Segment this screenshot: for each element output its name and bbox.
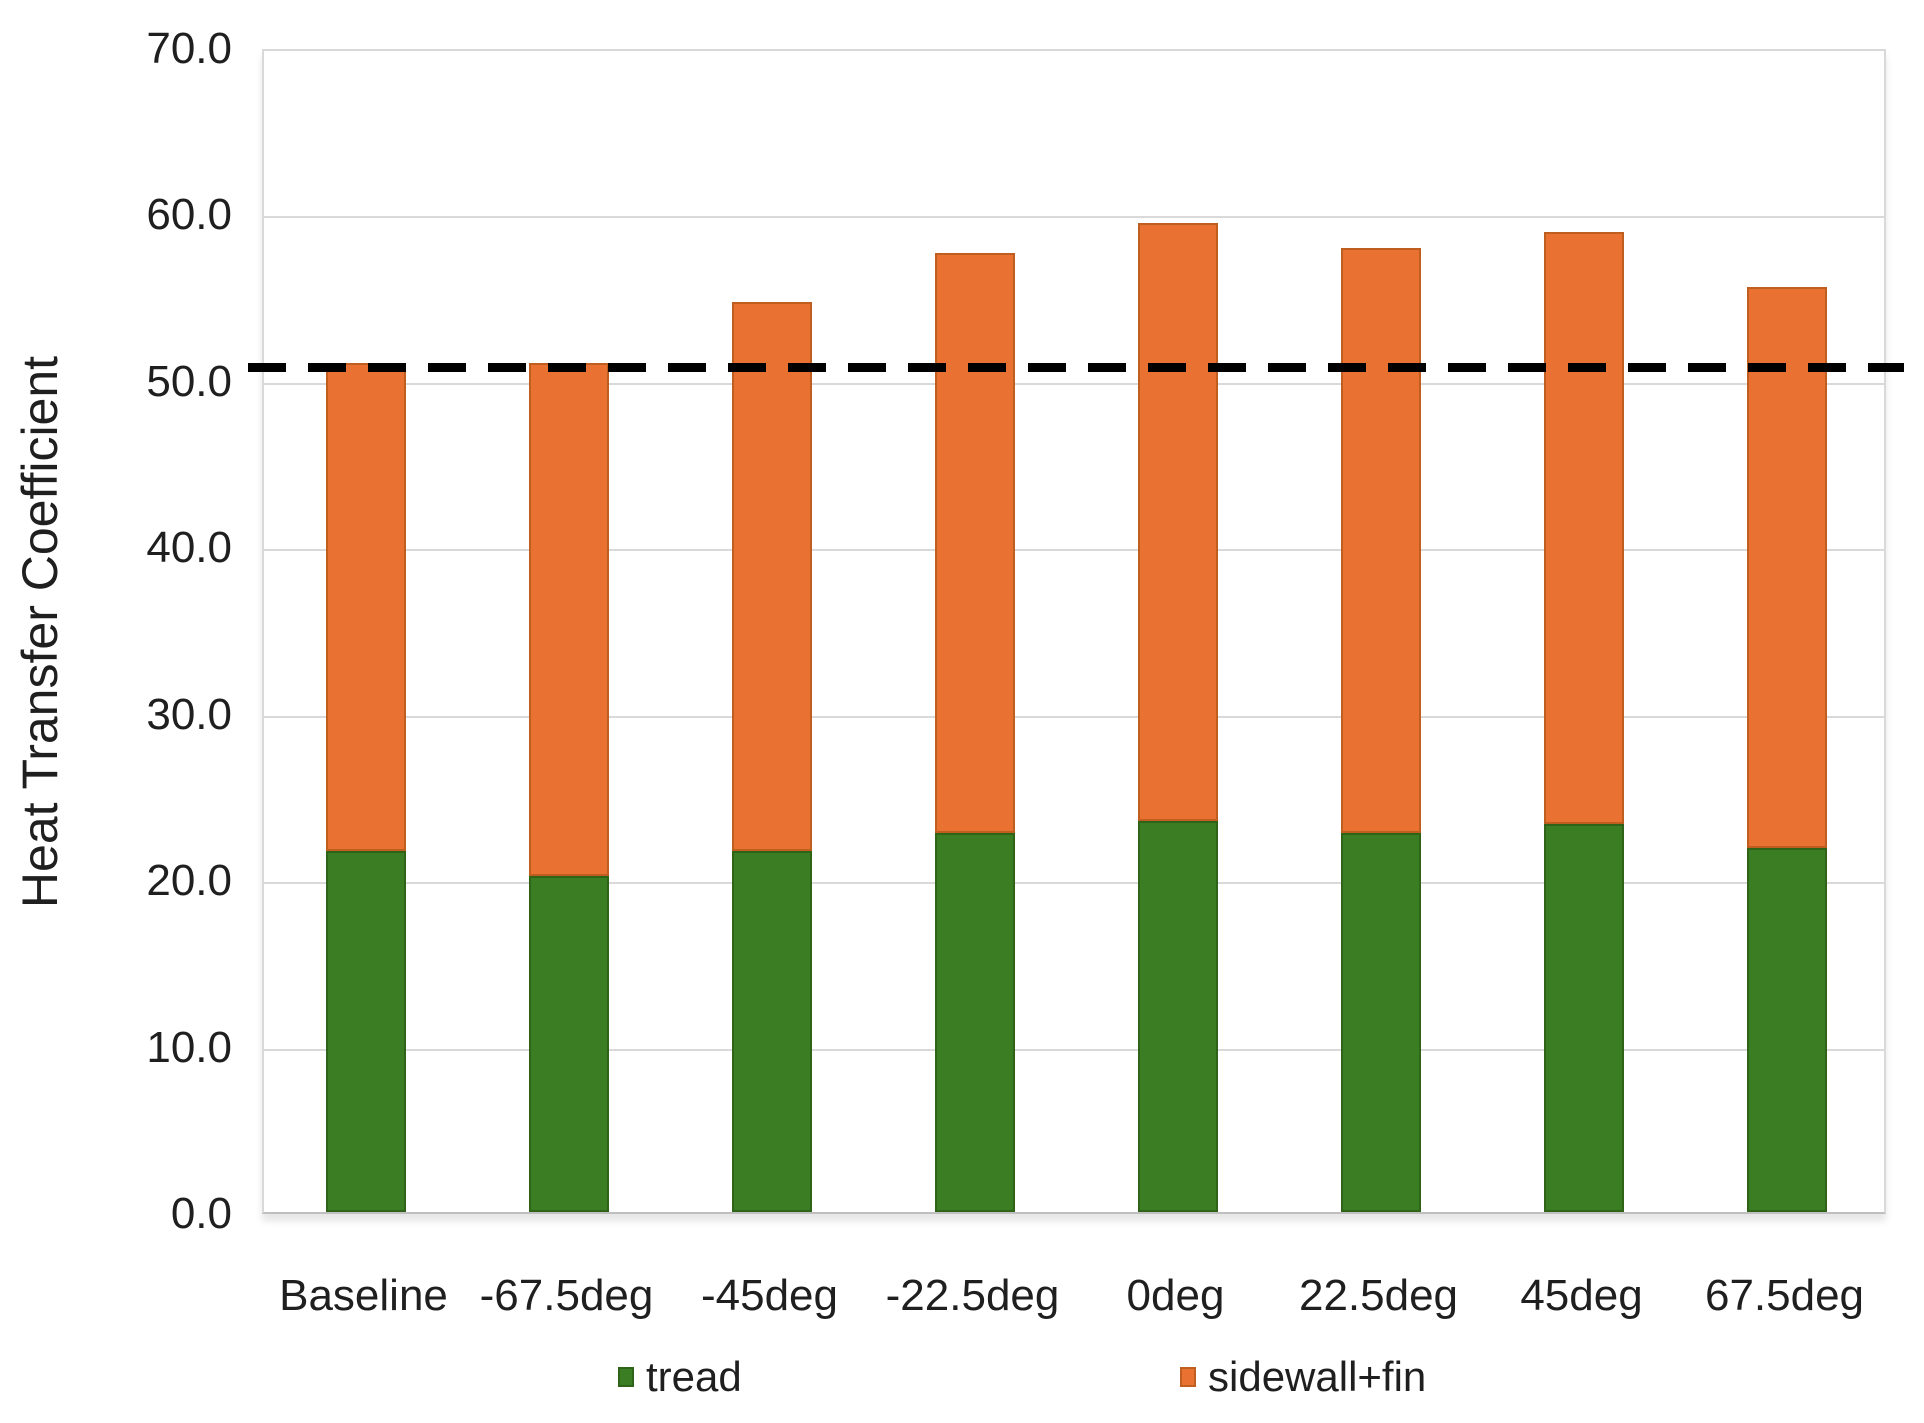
bar-segment-sidewall-fin-45deg	[1543, 231, 1624, 825]
bar-segment-sidewall-fin-22-5deg	[1340, 248, 1421, 833]
y-tick-label: 30.0	[146, 689, 232, 739]
gridline	[264, 216, 1884, 219]
bar-segment-tread-22-5deg	[934, 832, 1015, 1212]
bar-segment-tread-45deg	[731, 850, 812, 1212]
x-tick-label-45deg: -45deg	[700, 1271, 839, 1320]
bar-segment-sidewall-fin-45deg	[731, 301, 812, 851]
bar-segment-tread-baseline	[325, 850, 406, 1212]
legend-label: tread	[646, 1353, 742, 1400]
gridline	[264, 715, 1884, 718]
bar-segment-tread-0deg	[1137, 820, 1218, 1212]
x-tick-label-22-5deg: -22.5deg	[885, 1271, 1060, 1320]
x-tick-label-22-5deg: 22.5deg	[1298, 1271, 1459, 1320]
x-tick-label-baseline: Baseline	[279, 1271, 448, 1320]
gridline	[264, 882, 1884, 885]
bar-segment-tread-45deg	[1543, 824, 1624, 1212]
legend-swatch-tread-icon	[618, 1367, 634, 1387]
y-tick-label: 60.0	[146, 190, 232, 240]
plot-area	[248, 49, 1904, 1214]
y-tick-label: 40.0	[146, 523, 232, 573]
bar-segment-sidewall-fin-22-5deg	[934, 253, 1015, 833]
gridline	[264, 1048, 1884, 1051]
y-axis-title: Heat Transfer Coefficient	[12, 355, 68, 909]
gridline	[264, 549, 1884, 552]
legend-swatch-sidewall-fin-icon	[1180, 1367, 1196, 1387]
y-tick-label: 10.0	[146, 1022, 232, 1072]
x-tick-label-0deg: 0deg	[1126, 1271, 1225, 1320]
bar-segment-tread-67-5deg	[528, 875, 609, 1212]
bar-segment-sidewall-fin-67-5deg	[1746, 286, 1827, 848]
bar-segment-tread-22-5deg	[1340, 832, 1421, 1212]
reference-line	[248, 363, 1904, 373]
y-tick-label: 70.0	[146, 24, 232, 73]
y-tick-label: 0.0	[170, 1189, 232, 1238]
gridline	[264, 382, 1884, 385]
x-tick-label-67-5deg: -67.5deg	[479, 1271, 654, 1320]
legend-label: sidewall+fin	[1208, 1353, 1427, 1400]
x-tick-label-67-5deg: 67.5deg	[1704, 1271, 1865, 1320]
x-tick-label-45deg: 45deg	[1520, 1271, 1643, 1320]
bar-segment-sidewall-fin-67-5deg	[528, 363, 609, 876]
y-tick-label: 20.0	[146, 856, 232, 906]
bar-segment-sidewall-fin-0deg	[1137, 223, 1218, 821]
y-tick-label: 50.0	[146, 356, 232, 406]
legend-item-sidewall-fin: sidewall+fin	[1180, 1352, 1426, 1402]
bar-segment-sidewall-fin-baseline	[325, 363, 406, 851]
legend-item-tread: tread	[618, 1352, 742, 1402]
bar-segment-tread-67-5deg	[1746, 847, 1827, 1212]
